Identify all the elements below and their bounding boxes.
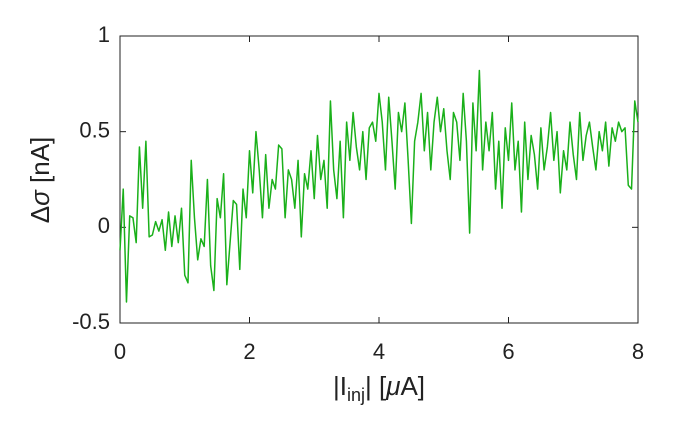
x-tick-label: 0 <box>114 339 126 364</box>
x-label-part: |I <box>333 371 347 401</box>
y-tick-label: 0 <box>98 213 110 238</box>
y-tick-label: -0.5 <box>72 309 110 334</box>
data-line <box>119 69 639 303</box>
x-label-subscript: inj <box>347 385 365 405</box>
x-label-part: | [ <box>365 371 387 401</box>
x-tick-label: 8 <box>632 339 644 364</box>
x-label-part: μ <box>385 371 400 401</box>
y-label-part: Δ <box>25 206 55 223</box>
x-axis-label: |Iinj| [μA] <box>333 371 425 405</box>
y-tick-label: 0.5 <box>79 117 110 142</box>
y-tick-label: 1 <box>98 22 110 47</box>
x-tick-label: 2 <box>243 339 255 364</box>
y-label-part: σ <box>25 189 55 206</box>
x-tick-label: 6 <box>502 339 514 364</box>
x-label-part: A] <box>400 371 425 401</box>
y-axis-label: Δσ [nA] <box>25 137 55 224</box>
x-tick-label: 4 <box>373 339 385 364</box>
y-label-part: [nA] <box>25 137 55 190</box>
